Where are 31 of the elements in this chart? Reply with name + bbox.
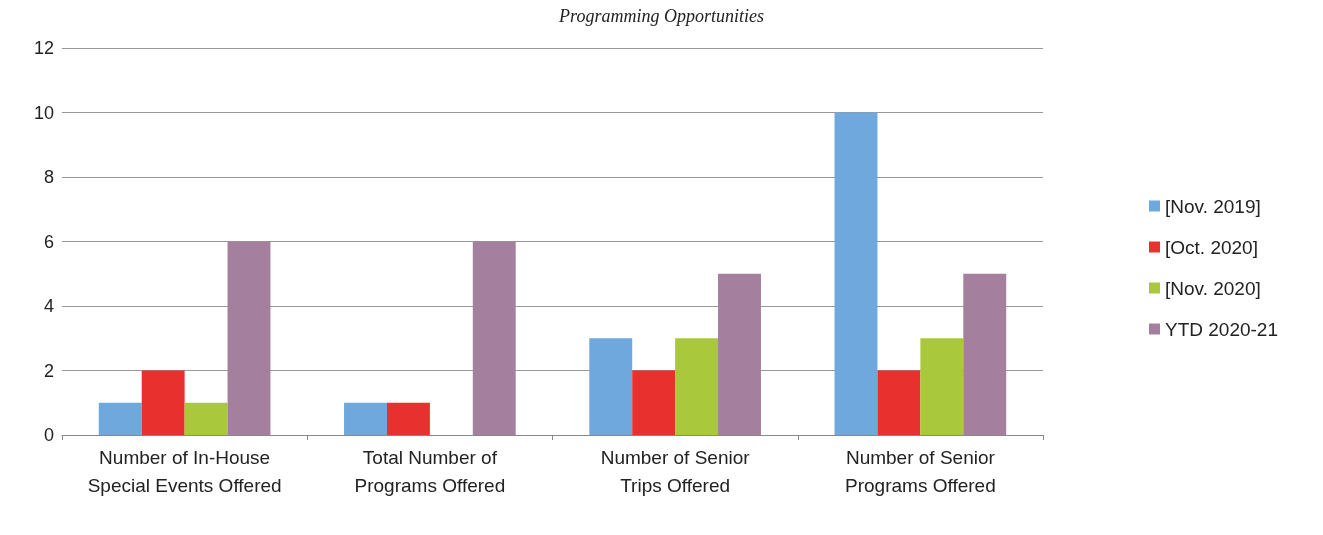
bar bbox=[877, 370, 921, 435]
bar bbox=[344, 402, 387, 435]
bar bbox=[834, 112, 878, 435]
x-tick-label: Number of Senior Programs Offered bbox=[845, 446, 996, 496]
bar bbox=[632, 370, 676, 435]
y-tick-label: 10 bbox=[33, 102, 54, 123]
y-tick-label: 4 bbox=[43, 296, 54, 316]
x-tick-label: Number of In-House Special Events Offered bbox=[87, 446, 282, 496]
bar bbox=[98, 402, 142, 435]
y-tick-label: 6 bbox=[43, 231, 54, 252]
bar bbox=[963, 273, 1007, 435]
bar bbox=[589, 338, 633, 435]
chart-title: Programming Opportunities bbox=[558, 6, 764, 26]
bar bbox=[386, 402, 430, 435]
bar bbox=[141, 370, 185, 435]
x-tick-label: Total Number of Programs Offered bbox=[354, 446, 506, 496]
legend-label: [Oct. 2020] bbox=[1164, 236, 1258, 258]
legend-label: [Nov. 2020] bbox=[1164, 277, 1261, 299]
y-tick-label: 2 bbox=[43, 360, 54, 381]
bar bbox=[472, 241, 516, 435]
bar bbox=[227, 241, 271, 435]
y-tick-label: 0 bbox=[43, 425, 54, 445]
y-tick-label: 8 bbox=[43, 167, 54, 187]
bar bbox=[920, 338, 964, 435]
legend-label: YTD 2020-21 bbox=[1164, 318, 1279, 340]
bar bbox=[675, 338, 719, 435]
bar bbox=[184, 402, 228, 435]
y-tick-label: 12 bbox=[33, 38, 54, 58]
bar bbox=[718, 273, 761, 435]
x-tick-label: Number of Senior Trips Offered bbox=[600, 446, 751, 496]
legend-label: [Nov. 2019] bbox=[1164, 195, 1261, 217]
